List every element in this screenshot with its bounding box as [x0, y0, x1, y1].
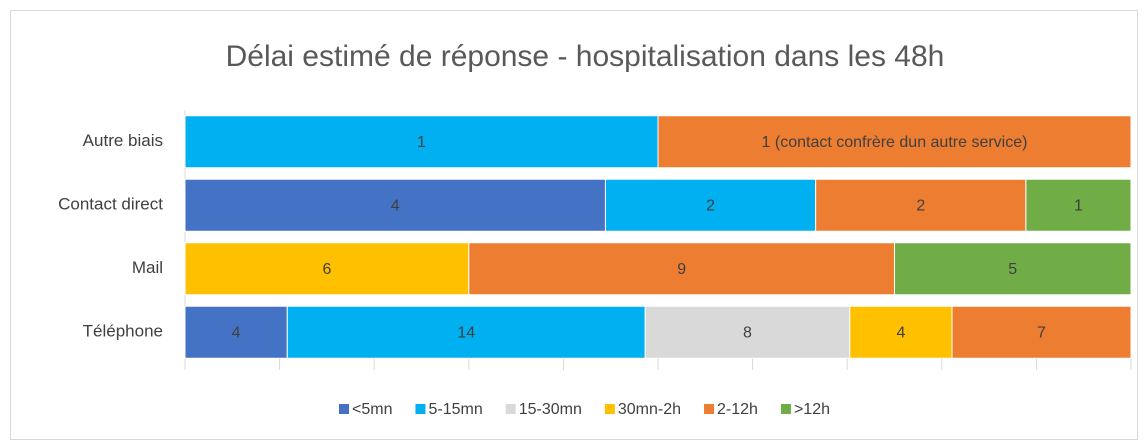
bar-segment [184, 115, 659, 169]
legend-label: <5mn [352, 401, 392, 418]
data-label: 1 [1074, 197, 1083, 214]
bar-segment [468, 242, 895, 296]
data-label: 4 [232, 324, 241, 341]
bar-segment [286, 305, 646, 359]
data-label: 6 [322, 261, 331, 278]
legend-swatch [339, 404, 349, 414]
data-label: 8 [743, 324, 752, 341]
bar-segment [1025, 178, 1132, 232]
data-label: 5 [1008, 261, 1017, 278]
legend-label: 15-30mn [519, 401, 582, 418]
y-tick-label: Mail [132, 258, 163, 277]
data-label: 2 [706, 197, 715, 214]
data-label: 2 [916, 197, 925, 214]
legend-label: >12h [794, 401, 830, 418]
y-tick-label: Contact direct [58, 195, 163, 214]
data-label: 1 [417, 134, 426, 151]
legend-swatch [415, 404, 426, 414]
bar-segment [657, 115, 1132, 169]
bar-segment [951, 305, 1132, 359]
bar-segment [894, 242, 1132, 296]
y-tick-label: Téléphone [83, 322, 163, 341]
data-label: 7 [1037, 324, 1046, 341]
data-label: 14 [457, 324, 475, 341]
legend-label: 30mn-2h [618, 401, 681, 418]
chart-title: Délai estimé de réponse - hospitalisatio… [226, 40, 945, 73]
data-label: 1 (contact confrère dun autre service) [762, 134, 1028, 151]
legend-swatch [704, 404, 715, 414]
data-label: 9 [677, 261, 686, 278]
bar-segment [184, 178, 606, 232]
bar-segment [184, 242, 470, 296]
bar-segment [604, 178, 817, 232]
bar-segment [184, 305, 288, 359]
legend-label: 2-12h [717, 401, 758, 418]
data-label: 4 [391, 197, 400, 214]
legend-label: 5-15mn [428, 401, 482, 418]
y-tick-label: Autre biais [83, 131, 163, 150]
legend-swatch [604, 404, 615, 414]
data-label: 4 [896, 324, 905, 341]
bar-segment [849, 305, 953, 359]
legend-swatch [780, 404, 791, 414]
legend-swatch [505, 404, 516, 414]
bar-segment [644, 305, 851, 359]
bar-segment [815, 178, 1027, 232]
